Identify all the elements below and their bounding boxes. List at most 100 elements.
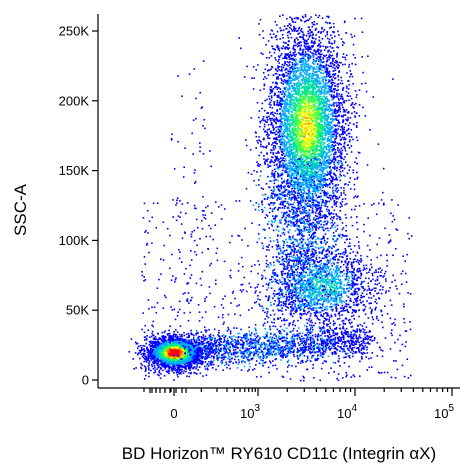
event-dot xyxy=(152,345,154,348)
event-dot xyxy=(318,145,320,148)
event-dot xyxy=(312,52,314,55)
event-dot xyxy=(344,156,346,158)
event-dot xyxy=(274,49,276,51)
event-dot xyxy=(173,365,175,368)
event-dot xyxy=(160,363,163,366)
event-dot xyxy=(177,359,179,362)
event-dot xyxy=(314,199,316,202)
event-dot xyxy=(343,192,345,194)
event-dot xyxy=(285,152,288,155)
event-dot xyxy=(276,46,278,48)
event-dot xyxy=(245,187,248,190)
event-dot xyxy=(176,339,178,341)
event-dot xyxy=(159,368,162,370)
event-dot xyxy=(306,218,309,221)
event-dot xyxy=(322,186,324,189)
event-dot xyxy=(322,82,325,85)
event-dot xyxy=(168,372,170,375)
event-dot xyxy=(181,345,183,347)
event-dot xyxy=(204,361,207,363)
event-dot xyxy=(180,342,182,345)
event-dot xyxy=(293,27,295,29)
event-dot xyxy=(340,126,343,128)
event-dot xyxy=(138,349,141,352)
event-dot xyxy=(151,356,153,358)
event-dot xyxy=(303,67,306,70)
event-dot xyxy=(174,338,176,341)
event-dot xyxy=(172,352,174,355)
event-dot xyxy=(322,235,325,238)
event-dot xyxy=(313,93,315,96)
event-dot xyxy=(344,203,346,206)
event-dot xyxy=(150,352,153,355)
event-dot xyxy=(171,367,173,369)
event-dot xyxy=(304,64,306,67)
event-dot xyxy=(315,218,317,220)
event-dot xyxy=(321,53,323,56)
event-dot xyxy=(274,93,276,96)
event-dot xyxy=(306,45,308,48)
event-dot xyxy=(310,140,313,142)
event-dot xyxy=(328,200,330,203)
event-dot xyxy=(188,347,190,349)
event-dot xyxy=(281,142,284,145)
event-dot xyxy=(274,159,276,161)
event-dot xyxy=(314,81,317,84)
event-dot xyxy=(321,61,324,64)
event-dot xyxy=(293,168,296,170)
event-dot xyxy=(325,46,327,48)
event-dot xyxy=(311,193,314,195)
event-dot xyxy=(277,131,279,133)
event-dot xyxy=(148,362,150,365)
event-dot xyxy=(296,129,299,131)
event-dot xyxy=(206,367,209,370)
event-dot xyxy=(262,72,265,74)
event-dot xyxy=(300,30,303,33)
event-dot xyxy=(367,55,369,57)
event-dot xyxy=(326,130,329,132)
event-dot xyxy=(334,196,337,199)
event-dot xyxy=(290,143,292,145)
event-dot xyxy=(326,152,329,154)
event-dot xyxy=(171,351,174,354)
event-dot xyxy=(337,189,340,192)
event-dot xyxy=(171,344,173,346)
event-dot xyxy=(165,360,168,362)
event-dot xyxy=(177,341,180,344)
event-dot xyxy=(322,226,324,228)
event-dot xyxy=(259,125,261,128)
event-dot xyxy=(308,137,311,140)
event-dot xyxy=(294,113,296,116)
event-dot xyxy=(345,99,348,102)
event-dot xyxy=(187,364,189,366)
event-dot xyxy=(146,346,148,349)
event-dot xyxy=(337,144,340,146)
event-dot xyxy=(161,348,164,351)
event-dot xyxy=(302,31,304,33)
event-dot xyxy=(198,338,200,340)
event-dot xyxy=(328,42,330,44)
event-dot xyxy=(295,71,297,74)
event-dot xyxy=(303,42,306,45)
event-dot xyxy=(183,362,185,365)
event-dot xyxy=(272,47,274,50)
event-dot xyxy=(180,351,182,353)
event-dot xyxy=(342,87,344,90)
event-dot xyxy=(284,135,286,138)
event-dot xyxy=(337,159,340,162)
event-dot xyxy=(283,120,286,122)
event-dot xyxy=(306,161,308,163)
event-dot xyxy=(158,371,160,373)
event-dot xyxy=(178,371,180,373)
event-dot xyxy=(309,96,311,99)
event-dot xyxy=(168,360,170,362)
event-dot xyxy=(158,366,160,368)
event-dot xyxy=(185,357,187,359)
event-dot xyxy=(145,369,147,371)
event-dot xyxy=(148,352,150,354)
event-dot xyxy=(163,349,166,352)
event-dot xyxy=(156,363,159,366)
event-dot xyxy=(311,115,313,118)
event-dot xyxy=(255,69,257,71)
event-dot xyxy=(332,22,335,25)
